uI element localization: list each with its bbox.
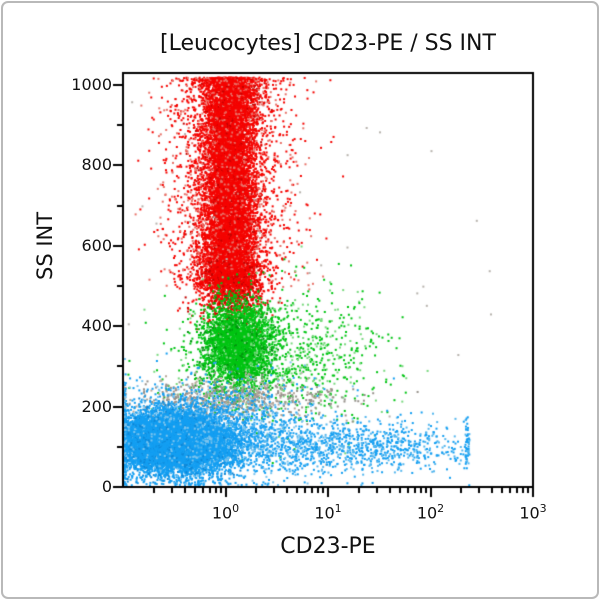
x-axis-title: CD23-PE [280,534,376,559]
chart-title: [Leucocytes] CD23-PE / SS INT [160,31,496,56]
